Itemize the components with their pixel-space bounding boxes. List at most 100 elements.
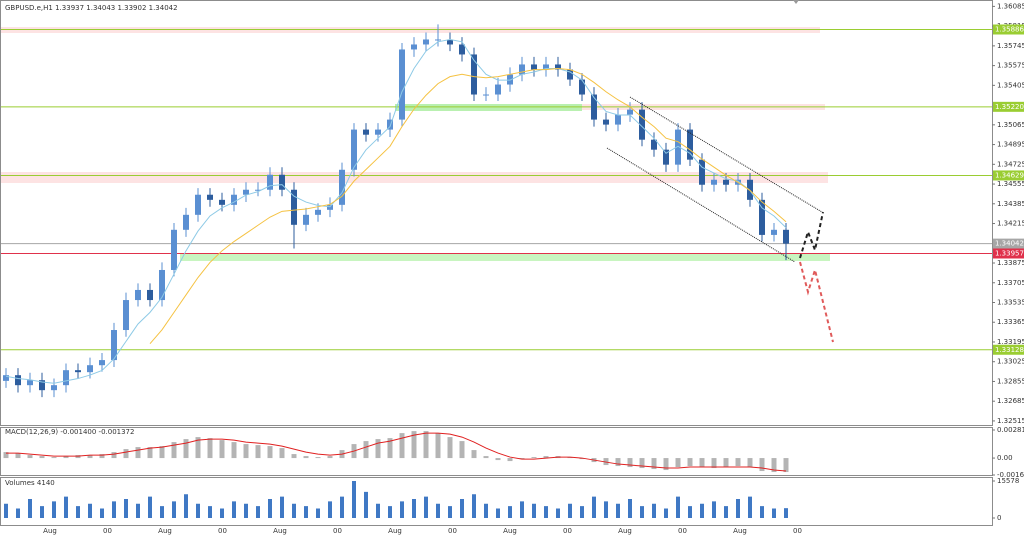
level-label: 1.33128 (995, 346, 1024, 354)
price-label: 1.33957 (995, 249, 1024, 257)
volume-bar (184, 494, 188, 518)
macd-bar (471, 450, 477, 459)
candle-body (3, 375, 9, 381)
macd-bar (219, 440, 225, 459)
level-label-box (993, 24, 1024, 35)
macd-bar (435, 433, 441, 459)
volume-bar (112, 501, 116, 518)
y-tick-label: 15578 (997, 477, 1019, 485)
volume-bar (136, 503, 140, 518)
y-tick-label: 1.34895 (997, 141, 1024, 149)
y-tick-label: 1.35065 (997, 121, 1024, 129)
volume-bar (340, 496, 344, 518)
volume-bar (388, 506, 392, 518)
volume-bar (508, 506, 512, 518)
y-tick-label: 1.33195 (997, 338, 1024, 346)
macd-bar (495, 458, 501, 461)
volume-bar (208, 506, 212, 518)
volume-bar (748, 496, 752, 518)
candle-body (663, 149, 669, 165)
volume-bar (712, 501, 716, 518)
candle-body (615, 114, 621, 125)
y-tick-label: 1.34555 (997, 180, 1024, 188)
y-tick-label: 1.35405 (997, 81, 1024, 89)
x-tick-label: Aug (388, 527, 402, 535)
macd-bar (51, 457, 57, 459)
volume-bar (772, 508, 776, 518)
macd-bar (159, 446, 165, 459)
y-tick-label: 0 (997, 514, 1001, 522)
macd-bar (39, 456, 45, 459)
candle-body (423, 39, 429, 45)
price-label: 1.34042 (995, 240, 1024, 248)
main-frame (0, 0, 993, 426)
candle-body (387, 119, 393, 130)
candle-body (219, 199, 225, 205)
volume-bar (232, 501, 236, 518)
macd-bar (747, 458, 753, 468)
candle-body (771, 229, 777, 235)
volume-bar (292, 503, 296, 518)
macd-bar (759, 458, 765, 472)
macd-bar (423, 431, 429, 459)
macd-bar (123, 449, 129, 459)
volume-bar (148, 496, 152, 518)
volume-bar (592, 496, 596, 518)
bullish-projection (799, 211, 824, 259)
volume-bar (460, 498, 464, 518)
candle-body (87, 365, 93, 373)
candle-body (603, 119, 609, 125)
candle-body (471, 54, 477, 95)
volume-bar (448, 506, 452, 518)
candle-body (363, 129, 369, 135)
candle-body (75, 370, 81, 373)
moving-average (149, 68, 787, 345)
y-tick-label: 1.33535 (997, 298, 1024, 306)
macd-bar (183, 439, 189, 459)
volume-bar (568, 503, 572, 518)
macd-bar (387, 438, 393, 459)
macd-bar (783, 458, 789, 473)
volume-bar (412, 498, 416, 518)
x-tick-label: Aug (158, 527, 172, 535)
volume-bar (784, 508, 788, 518)
volume-bar (700, 503, 704, 518)
channel-line (606, 147, 796, 263)
macd-bar (711, 458, 717, 469)
macd-bar (735, 458, 741, 467)
macd-bar (279, 448, 285, 459)
bearish-projection (799, 261, 834, 343)
macd-bar (399, 433, 405, 459)
volume-bar (100, 508, 104, 518)
macd-bar (627, 458, 633, 468)
x-tick-label: Aug (733, 527, 747, 535)
volume-bar (760, 506, 764, 518)
candle-body (507, 74, 513, 85)
volume-bar (4, 503, 8, 518)
candle-body (303, 214, 309, 225)
candle-body (339, 169, 345, 205)
macd-bar (243, 444, 249, 459)
candle-body (783, 229, 789, 244)
candle-body (699, 159, 705, 185)
macd-bar (531, 457, 537, 459)
x-tick-label: 00 (333, 527, 342, 535)
macd-bar (459, 441, 465, 459)
candle-body (627, 109, 633, 115)
volume-bar (640, 506, 644, 518)
macd-signal (6, 432, 787, 472)
y-tick-label: 1.36085 (997, 2, 1024, 10)
volume-bar (544, 506, 548, 518)
candle-body (135, 289, 141, 301)
level-label-box (993, 101, 1024, 112)
y-tick-label: 0.00 (997, 454, 1013, 462)
y-tick-label: 1.33875 (997, 259, 1024, 267)
macd-bar (723, 458, 729, 468)
candle-body (519, 64, 525, 75)
y-tick-label: 1.33025 (997, 358, 1024, 366)
volume-bar (364, 491, 368, 518)
volume-bar (172, 501, 176, 518)
macd-bar (651, 458, 657, 470)
